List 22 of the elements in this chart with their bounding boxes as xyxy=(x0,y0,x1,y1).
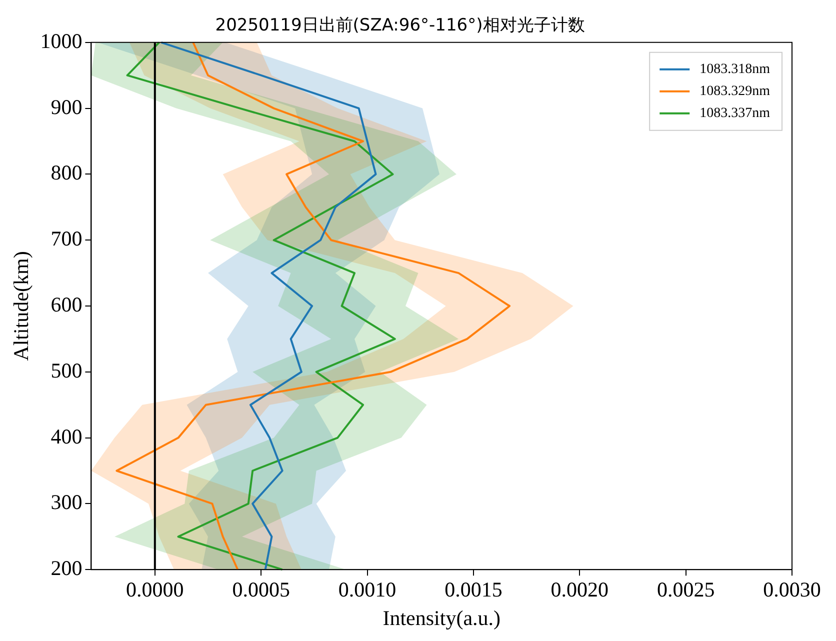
legend-label: 1083.329nm xyxy=(700,84,770,100)
y-tick-label: 900 xyxy=(50,94,82,119)
y-tick-label: 1000 xyxy=(40,28,82,53)
y-tick-label: 200 xyxy=(50,556,82,580)
y-tick-label: 300 xyxy=(50,490,82,514)
y-tick-label: 400 xyxy=(50,424,82,448)
x-tick-label: 0.0015 xyxy=(444,578,502,602)
y-axis-title: Altitude(km) xyxy=(9,251,34,361)
y-tick-label: 800 xyxy=(50,160,82,185)
y-tick-label: 700 xyxy=(50,226,82,251)
y-tick-label: 600 xyxy=(50,292,82,317)
x-tick-label: 0.0010 xyxy=(338,578,396,602)
x-tick-label: 0.0000 xyxy=(126,578,184,602)
x-axis-title: Intensity(a.u.) xyxy=(382,606,501,630)
x-tick-label: 0.0020 xyxy=(550,578,609,602)
x-tick-label: 0.0025 xyxy=(656,578,715,602)
x-tick-label: 0.0005 xyxy=(232,578,290,602)
chart-title: 20250119日出前(SZA:96°-116°)相对光子计数 xyxy=(215,16,585,36)
y-tick-label: 500 xyxy=(50,358,82,382)
x-tick-label: 0.0030 xyxy=(763,578,821,602)
legend-label: 1083.337nm xyxy=(700,106,770,122)
legend-label: 1083.318nm xyxy=(700,62,770,78)
